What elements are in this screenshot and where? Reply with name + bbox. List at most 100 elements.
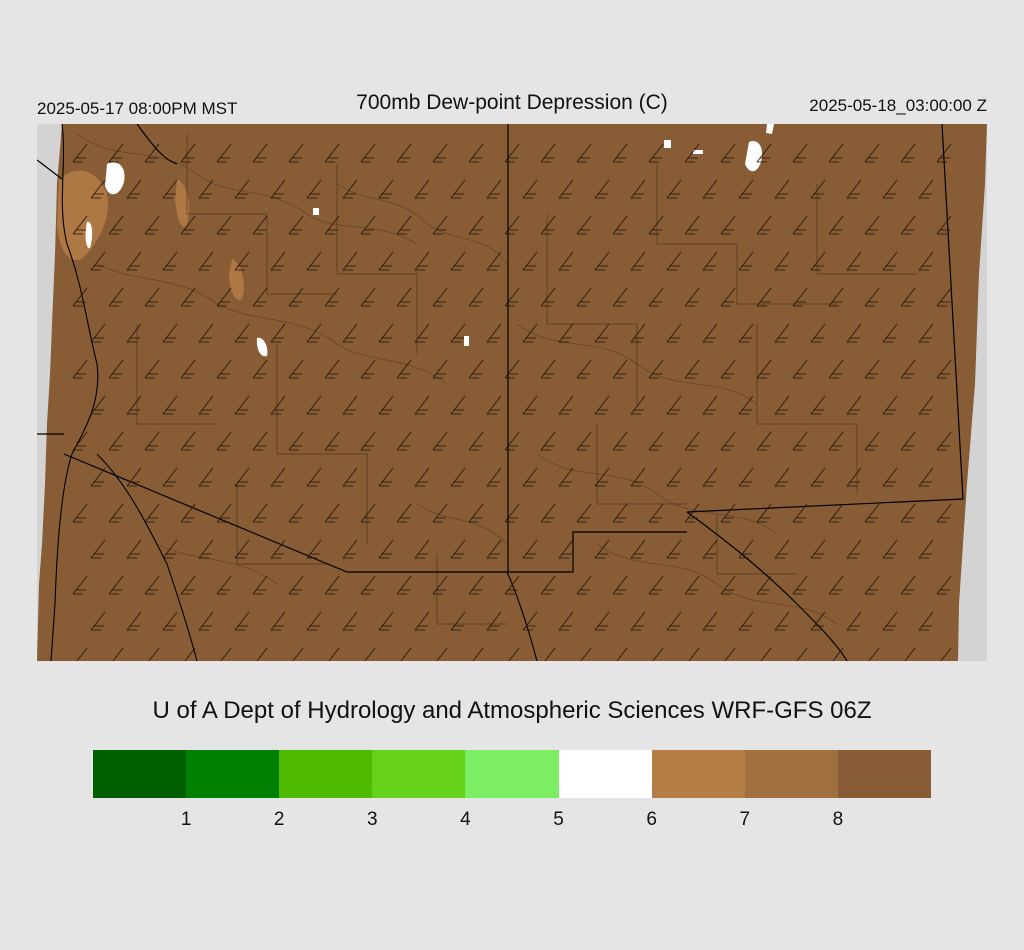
wind-barb — [828, 575, 844, 595]
wind-barb — [648, 215, 664, 235]
wind-barb — [90, 611, 106, 631]
wind-barb — [432, 431, 448, 451]
wind-barb — [846, 323, 862, 343]
wind-barb — [774, 539, 790, 559]
wind-barb — [756, 359, 772, 379]
wind-barb — [720, 575, 736, 595]
wind-barb — [252, 215, 268, 235]
wind-barb — [522, 467, 538, 487]
wind-barb — [126, 467, 142, 487]
wind-barb — [594, 395, 610, 415]
wind-barb — [576, 503, 592, 523]
wind-barb — [216, 431, 232, 451]
wind-barb — [540, 575, 556, 595]
legend-swatch — [186, 750, 280, 798]
wind-barb — [738, 323, 754, 343]
wind-barb — [180, 215, 196, 235]
wind-barb — [900, 215, 916, 235]
wind-barb — [306, 395, 322, 415]
wind-barb — [486, 395, 502, 415]
wind-barb — [738, 395, 754, 415]
wind-barb — [882, 611, 898, 631]
wind-barb — [648, 503, 664, 523]
wind-barb — [792, 359, 808, 379]
wind-barb — [936, 575, 952, 595]
wind-barb — [378, 179, 394, 199]
wind-barb — [234, 251, 250, 271]
wind-barb — [450, 467, 466, 487]
wind-barb — [652, 647, 664, 661]
wind-barb — [864, 503, 880, 523]
wind-barb — [162, 179, 178, 199]
wind-barb — [306, 611, 322, 631]
wind-barb — [414, 539, 430, 559]
wind-barb — [270, 251, 286, 271]
wind-barb — [378, 539, 394, 559]
wind-barb — [774, 611, 790, 631]
wind-barb — [774, 395, 790, 415]
county-boundaries — [136, 134, 917, 625]
no-depression-spots — [85, 124, 774, 357]
wind-barb — [90, 467, 106, 487]
legend-tick-label: 8 — [832, 809, 844, 830]
wind-barb — [720, 431, 736, 451]
wind-barb — [162, 395, 178, 415]
wind-barb — [378, 251, 394, 271]
wind-barb — [198, 323, 214, 343]
wind-barb — [270, 611, 286, 631]
wind-barb — [108, 503, 124, 523]
wind-barb — [108, 287, 124, 307]
wind-barb — [594, 323, 610, 343]
wind-barb — [828, 431, 844, 451]
wind-barb — [270, 539, 286, 559]
wind-barb — [90, 251, 106, 271]
wind-barb — [396, 215, 412, 235]
wind-barb — [400, 647, 412, 661]
coastline-river — [50, 124, 538, 661]
wind-barb — [162, 467, 178, 487]
valid-time-local: 2025-05-17 08:00PM MST — [37, 99, 238, 118]
wind-barb — [364, 647, 376, 661]
wind-barb — [864, 287, 880, 307]
wind-barb — [234, 395, 250, 415]
wind-barb — [576, 143, 592, 163]
legend-tick-label: 6 — [646, 809, 657, 830]
wind-barb — [306, 251, 322, 271]
wind-barb — [504, 143, 520, 163]
wind-barb — [612, 359, 628, 379]
wind-barb — [936, 215, 952, 235]
wind-barb — [558, 539, 574, 559]
wind-barb — [846, 395, 862, 415]
wind-barb — [810, 539, 826, 559]
wind-barb — [288, 503, 304, 523]
wind-barb — [702, 251, 718, 271]
wind-barb — [594, 179, 610, 199]
wind-barb — [450, 179, 466, 199]
wind-barb — [342, 323, 358, 343]
wind-barb — [900, 287, 916, 307]
wind-barb — [580, 647, 592, 661]
wind-barb — [324, 503, 340, 523]
wind-barb — [702, 179, 718, 199]
wind-barb — [522, 395, 538, 415]
wind-barb — [936, 143, 952, 163]
wind-barb — [292, 647, 304, 661]
wind-barb — [594, 611, 610, 631]
wind-barb — [864, 431, 880, 451]
wind-barb — [522, 179, 538, 199]
wind-barb — [288, 359, 304, 379]
wind-barb — [882, 179, 898, 199]
wind-barb — [666, 467, 682, 487]
wind-barb — [414, 395, 430, 415]
wind-barb — [184, 647, 196, 661]
wind-barb — [162, 251, 178, 271]
wind-barb — [360, 359, 376, 379]
wind-barb — [234, 179, 250, 199]
wind-barb — [216, 359, 232, 379]
wind-barb — [792, 215, 808, 235]
wind-barb — [918, 251, 934, 271]
wind-barb — [468, 359, 484, 379]
wind-barb — [486, 179, 502, 199]
wind-barb — [216, 143, 232, 163]
wind-barb — [724, 647, 736, 661]
